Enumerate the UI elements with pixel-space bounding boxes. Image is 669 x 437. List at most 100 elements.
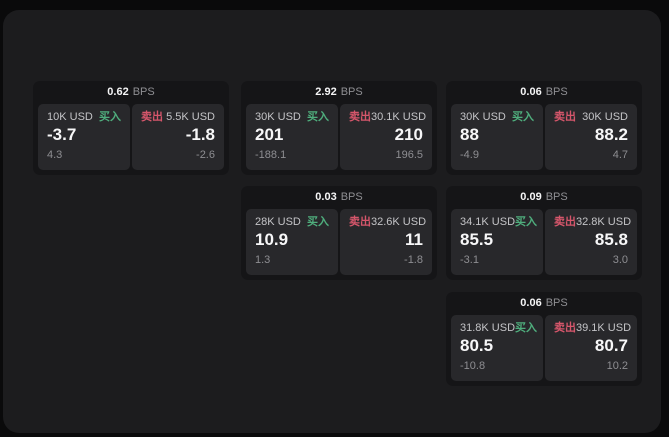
sell-notional-amount: 30K USD [582, 111, 628, 123]
sell-notional-amount: 32.8K USD [576, 216, 632, 228]
buy-side-label: 买入 [99, 111, 121, 123]
bps-unit-label: BPS [545, 191, 568, 203]
quote-body: 34.1K USD 买入 85.5 -3.1 卖出 32.8K USD 85.8… [451, 209, 637, 275]
buy-quote-panel[interactable]: 31.8K USD 买入 80.5 -10.8 [451, 315, 543, 381]
sell-side-label: 卖出 [554, 111, 576, 123]
quote-card: 0.62 BPS 10K USD 买入 -3.7 4.3 卖出 5.5K USD… [33, 81, 229, 175]
sell-delta-value: 3.0 [612, 253, 628, 266]
bps-unit-label: BPS [545, 86, 568, 98]
sell-price-value: 85.8 [594, 230, 628, 250]
buy-price-value: -3.7 [47, 125, 77, 145]
buy-top-row: 30K USD 买入 [255, 111, 329, 123]
sell-price-value: 80.7 [594, 336, 628, 356]
bps-header: 0.06 BPS [451, 81, 637, 104]
buy-side-label: 买入 [307, 216, 329, 228]
bps-value: 0.62 [107, 86, 129, 98]
buy-notional-amount: 28K USD [255, 216, 301, 228]
buy-quote-panel[interactable]: 10K USD 买入 -3.7 4.3 [38, 104, 130, 170]
bps-value: 0.06 [520, 297, 542, 309]
buy-quote-panel[interactable]: 30K USD 买入 201 -188.1 [246, 104, 338, 170]
quote-body: 28K USD 买入 10.9 1.3 卖出 32.6K USD 11 -1.8 [246, 209, 432, 275]
buy-delta-value: -188.1 [255, 148, 287, 161]
quote-body: 30K USD 买入 201 -188.1 卖出 30.1K USD 210 1… [246, 104, 432, 170]
bps-value: 2.92 [315, 86, 337, 98]
buy-side-label: 买入 [515, 216, 538, 228]
sell-top-row: 卖出 32.6K USD [349, 216, 427, 228]
sell-delta-value: -1.8 [404, 253, 423, 266]
sell-delta-value: 10.2 [606, 359, 628, 372]
buy-quote-panel[interactable]: 34.1K USD 买入 85.5 -3.1 [451, 209, 543, 275]
buy-price-value: 88 [460, 125, 479, 145]
buy-top-row: 30K USD 买入 [460, 111, 534, 123]
bps-unit-label: BPS [545, 297, 568, 309]
bps-value: 0.06 [520, 86, 542, 98]
sell-side-label: 卖出 [554, 216, 576, 228]
sell-notional-amount: 30.1K USD [371, 111, 427, 123]
sell-notional-amount: 5.5K USD [166, 111, 215, 123]
sell-quote-panel[interactable]: 卖出 5.5K USD -1.8 -2.6 [132, 104, 224, 170]
buy-price-value: 201 [255, 125, 284, 145]
buy-quote-panel[interactable]: 30K USD 买入 88 -4.9 [451, 104, 543, 170]
bps-header: 0.62 BPS [38, 81, 224, 104]
buy-price-value: 80.5 [460, 336, 494, 356]
quote-body: 10K USD 买入 -3.7 4.3 卖出 5.5K USD -1.8 -2.… [38, 104, 224, 170]
bps-unit-label: BPS [340, 191, 363, 203]
sell-delta-value: -2.6 [196, 148, 215, 161]
sell-top-row: 卖出 30K USD [554, 111, 628, 123]
buy-top-row: 10K USD 买入 [47, 111, 121, 123]
buy-notional-amount: 30K USD [460, 111, 506, 123]
bps-header: 0.06 BPS [451, 292, 637, 315]
buy-top-row: 34.1K USD 买入 [460, 216, 538, 228]
sell-side-label: 卖出 [349, 216, 371, 228]
buy-notional-amount: 30K USD [255, 111, 301, 123]
buy-delta-value: -3.1 [460, 253, 479, 266]
buy-notional-amount: 10K USD [47, 111, 93, 123]
sell-delta-value: 4.7 [612, 148, 628, 161]
bps-value: 0.09 [520, 191, 542, 203]
bps-value: 0.03 [315, 191, 337, 203]
buy-delta-value: -4.9 [460, 148, 479, 161]
buy-side-label: 买入 [512, 111, 534, 123]
buy-delta-value: -10.8 [460, 359, 486, 372]
quotes-panel: 0.62 BPS 10K USD 买入 -3.7 4.3 卖出 5.5K USD… [3, 10, 661, 433]
quote-card: 2.92 BPS 30K USD 买入 201 -188.1 卖出 30.1K … [241, 81, 437, 175]
buy-side-label: 买入 [515, 322, 538, 334]
buy-notional-amount: 34.1K USD [460, 216, 516, 228]
bps-unit-label: BPS [340, 86, 363, 98]
buy-price-value: 85.5 [460, 230, 494, 250]
sell-top-row: 卖出 30.1K USD [349, 111, 427, 123]
buy-top-row: 31.8K USD 买入 [460, 322, 538, 334]
quote-card: 0.06 BPS 30K USD 买入 88 -4.9 卖出 30K USD 8… [446, 81, 642, 175]
bps-header: 2.92 BPS [246, 81, 432, 104]
quote-card: 0.03 BPS 28K USD 买入 10.9 1.3 卖出 32.6K US… [241, 186, 437, 280]
buy-price-value: 10.9 [255, 230, 289, 250]
sell-price-value: 210 [394, 125, 423, 145]
quote-body: 30K USD 买入 88 -4.9 卖出 30K USD 88.2 4.7 [451, 104, 637, 170]
sell-quote-panel[interactable]: 卖出 30K USD 88.2 4.7 [545, 104, 637, 170]
sell-price-value: 11 [405, 230, 423, 250]
sell-notional-amount: 39.1K USD [576, 322, 632, 334]
sell-side-label: 卖出 [141, 111, 163, 123]
sell-quote-panel[interactable]: 卖出 39.1K USD 80.7 10.2 [545, 315, 637, 381]
buy-side-label: 买入 [307, 111, 329, 123]
bps-unit-label: BPS [132, 86, 155, 98]
sell-price-value: 88.2 [594, 125, 628, 145]
sell-top-row: 卖出 5.5K USD [141, 111, 215, 123]
sell-quote-panel[interactable]: 卖出 32.8K USD 85.8 3.0 [545, 209, 637, 275]
bps-header: 0.09 BPS [451, 186, 637, 209]
buy-notional-amount: 31.8K USD [460, 322, 516, 334]
sell-quote-panel[interactable]: 卖出 32.6K USD 11 -1.8 [340, 209, 432, 275]
sell-top-row: 卖出 32.8K USD [554, 216, 632, 228]
quote-body: 31.8K USD 买入 80.5 -10.8 卖出 39.1K USD 80.… [451, 315, 637, 381]
bps-header: 0.03 BPS [246, 186, 432, 209]
sell-delta-value: 196.5 [395, 148, 423, 161]
buy-top-row: 28K USD 买入 [255, 216, 329, 228]
quote-card: 0.06 BPS 31.8K USD 买入 80.5 -10.8 卖出 39.1… [446, 292, 642, 386]
buy-delta-value: 1.3 [255, 253, 271, 266]
sell-side-label: 卖出 [349, 111, 371, 123]
sell-notional-amount: 32.6K USD [371, 216, 427, 228]
buy-delta-value: 4.3 [47, 148, 63, 161]
sell-quote-panel[interactable]: 卖出 30.1K USD 210 196.5 [340, 104, 432, 170]
sell-side-label: 卖出 [554, 322, 576, 334]
buy-quote-panel[interactable]: 28K USD 买入 10.9 1.3 [246, 209, 338, 275]
